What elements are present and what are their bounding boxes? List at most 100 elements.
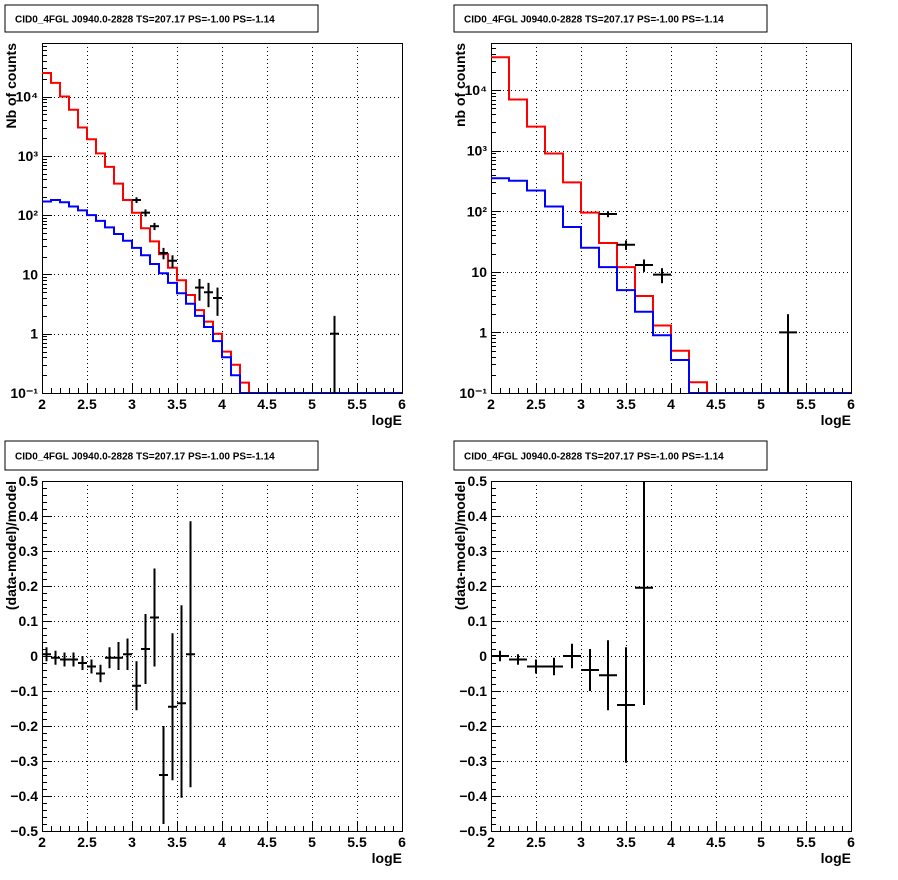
x-tick-label: 5.5 <box>796 834 816 850</box>
data-point <box>599 640 617 711</box>
y-tick-label: 0.2 <box>468 578 488 594</box>
y-tick-label: 0.4 <box>19 508 39 524</box>
x-tick-label: 4 <box>218 834 226 850</box>
x-tick-label: 4 <box>218 396 226 412</box>
data-layer <box>491 481 653 763</box>
data-point <box>141 614 150 684</box>
data-point <box>168 633 177 781</box>
plot-frame <box>42 481 403 832</box>
x-tick-label: 4.5 <box>257 396 277 412</box>
x-axis-label: logE <box>372 412 402 428</box>
x-tick-label: 6 <box>847 834 855 850</box>
x-tick-label: 5 <box>308 396 316 412</box>
data-point <box>617 240 635 250</box>
x-tick-label: 3.5 <box>167 396 187 412</box>
grid <box>42 481 402 831</box>
data-point <box>132 197 141 204</box>
x-tick-label: 5.5 <box>347 834 367 850</box>
data-point <box>78 656 87 670</box>
y-tick-label: 0.5 <box>19 473 39 489</box>
x-tick-label: 4 <box>667 834 675 850</box>
y-tick-label: 0.5 <box>468 473 488 489</box>
x-tick-label: 4.5 <box>706 834 726 850</box>
plot-panel-4: CID0_4FGL J0940.0-2828 TS=207.17 PS=-1.0… <box>452 440 855 866</box>
data-point <box>617 647 635 763</box>
x-tick-label: 2 <box>38 834 46 850</box>
y-tick-label: 0.3 <box>19 543 39 559</box>
histogram-blue-series <box>491 177 851 393</box>
y-tick-label: −0.1 <box>459 683 487 699</box>
y-tick-label: 10⁻¹ <box>10 385 38 401</box>
x-tick-label: 5.5 <box>796 396 816 412</box>
y-tick-label: 0.2 <box>19 578 39 594</box>
chart-title: CID0_4FGL J0940.0-2828 TS=207.17 PS=-1.0… <box>15 15 275 26</box>
data-point <box>186 521 195 788</box>
y-tick-label: −0.4 <box>459 788 487 804</box>
x-tick-label: 4 <box>667 396 675 412</box>
x-tick-label: 2.5 <box>526 396 546 412</box>
plot-frame <box>491 43 852 394</box>
data-point <box>509 654 527 665</box>
chart-title: CID0_4FGL J0940.0-2828 TS=207.17 PS=-1.0… <box>464 15 724 26</box>
x-tick-label: 5 <box>308 834 316 850</box>
data-point <box>159 247 168 260</box>
data-layer <box>491 56 851 393</box>
y-tick-label: 10 <box>471 264 487 280</box>
x-tick-label: 3.5 <box>167 834 187 850</box>
data-point <box>42 647 51 662</box>
histogram-blue-series <box>42 199 402 393</box>
data-point <box>563 643 581 669</box>
y-tick-label: 10 <box>22 266 38 282</box>
x-tick-label: 3.5 <box>616 396 636 412</box>
data-point <box>779 314 797 393</box>
chart-title: CID0_4FGL J0940.0-2828 TS=207.17 PS=-1.0… <box>15 452 275 463</box>
data-point <box>105 647 114 669</box>
grid <box>491 481 851 831</box>
y-tick-label: 10² <box>467 203 488 219</box>
y-tick-label: 0 <box>30 648 38 664</box>
x-tick-label: 3 <box>577 834 585 850</box>
x-tick-label: 3 <box>128 834 136 850</box>
data-point <box>635 259 653 272</box>
data-point <box>204 282 213 308</box>
y-tick-label: −0.2 <box>10 718 38 734</box>
data-layer <box>42 72 402 393</box>
y-axis-label: (data-model)/model <box>3 481 19 610</box>
x-tick-label: 3.5 <box>616 834 636 850</box>
title-box <box>4 4 319 33</box>
x-tick-label: 4.5 <box>706 396 726 412</box>
plot-frame <box>42 43 403 394</box>
data-point <box>195 278 204 301</box>
data-point <box>599 211 617 218</box>
x-tick-label: 2.5 <box>77 834 97 850</box>
x-tick-label: 3 <box>128 396 136 412</box>
y-tick-label: 10⁻¹ <box>459 385 487 401</box>
y-tick-label: 1 <box>30 326 38 342</box>
x-tick-label: 2 <box>487 834 495 850</box>
y-tick-label: 10² <box>18 207 39 223</box>
title-box <box>4 440 319 471</box>
y-tick-label: 10³ <box>467 143 488 159</box>
data-point <box>96 664 105 683</box>
data-point <box>69 652 78 667</box>
y-tick-label: 0.1 <box>468 613 488 629</box>
y-tick-label: −0.5 <box>459 823 487 839</box>
x-tick-label: 2 <box>487 396 495 412</box>
y-tick-label: −0.4 <box>10 788 38 804</box>
y-axis-label: nb of counts <box>452 43 468 127</box>
title-box <box>453 440 768 471</box>
y-tick-label: 0.4 <box>468 508 488 524</box>
y-tick-label: −0.2 <box>459 718 487 734</box>
x-axis-label: logE <box>821 412 851 428</box>
chart-title: CID0_4FGL J0940.0-2828 TS=207.17 PS=-1.0… <box>464 452 724 463</box>
y-tick-label: −0.3 <box>459 753 487 769</box>
data-point <box>159 726 168 824</box>
data-point <box>653 268 671 284</box>
x-tick-label: 2 <box>38 396 46 412</box>
x-tick-label: 6 <box>847 396 855 412</box>
data-point <box>123 638 132 670</box>
data-point <box>141 209 150 217</box>
x-tick-label: 2.5 <box>77 396 97 412</box>
